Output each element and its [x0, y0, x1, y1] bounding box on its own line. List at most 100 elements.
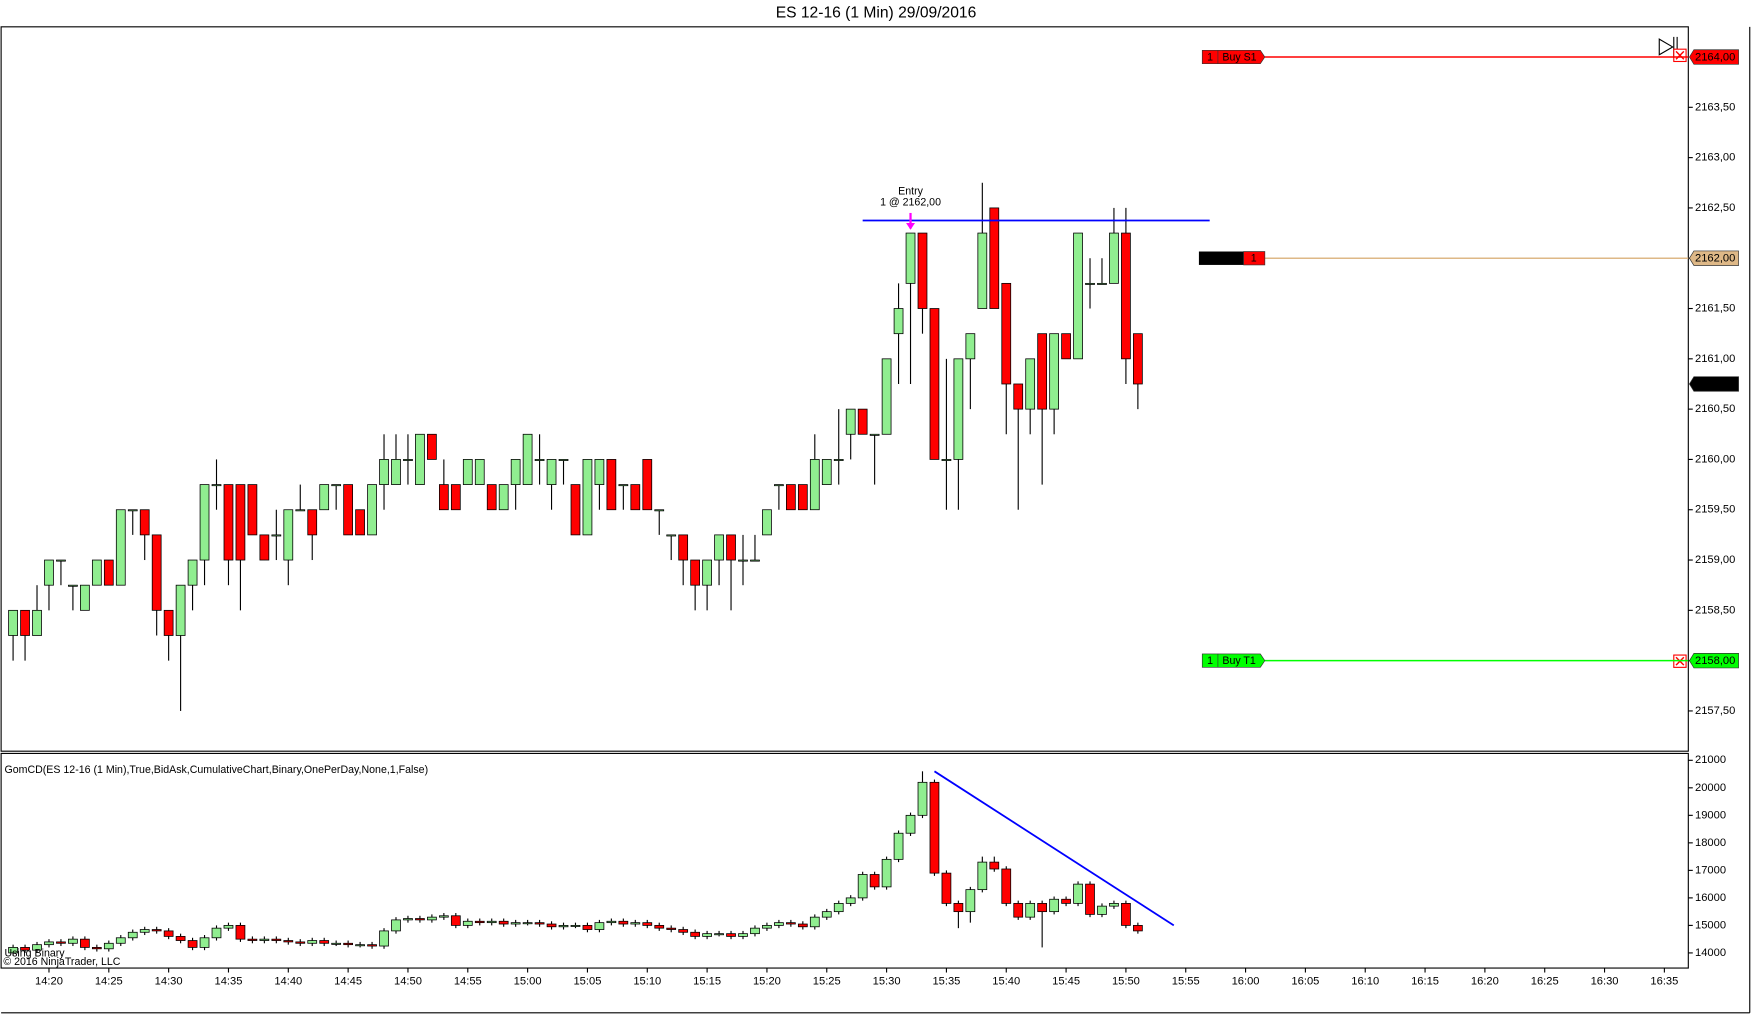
candle-body	[869, 433, 880, 436]
candle-body	[391, 459, 401, 485]
chart-title: ES 12-16 (1 Min) 29/09/2016	[776, 5, 977, 22]
price-tag-label: 2158,00	[1695, 655, 1735, 667]
candle-body	[1073, 883, 1083, 904]
x-tick-label: 16:00	[1232, 975, 1260, 987]
candle-body	[462, 459, 473, 485]
position-qty-box[interactable]	[1243, 251, 1266, 266]
candle-body	[869, 874, 880, 888]
y-tick-label: 14000	[1695, 947, 1726, 959]
candle-body	[929, 781, 940, 874]
candle-body	[750, 559, 760, 562]
candle-body	[355, 509, 365, 536]
candle-body	[654, 925, 665, 929]
candle-body	[606, 459, 617, 511]
x-tick-label: 15:05	[573, 975, 601, 987]
candle-body	[594, 459, 605, 485]
candle-body	[630, 922, 641, 925]
candle-body	[821, 911, 832, 918]
candle-body	[678, 929, 689, 933]
candle-body	[726, 933, 736, 937]
candle-body	[809, 916, 820, 928]
candle-body	[857, 874, 868, 899]
candle-body	[56, 941, 66, 944]
x-tick-label: 14:20	[35, 975, 63, 987]
price-tag-label: 2160,75	[1695, 378, 1735, 390]
candle-body	[606, 920, 617, 924]
candle-body	[1037, 902, 1048, 913]
candle-body	[367, 484, 377, 536]
candle-body	[343, 484, 353, 536]
y-tick-label: 2160,50	[1695, 403, 1735, 415]
candle-body	[474, 459, 485, 485]
candle-body	[845, 408, 856, 435]
candle-body	[331, 942, 342, 945]
candle-body	[702, 559, 712, 586]
y-tick-label: 17000	[1695, 864, 1726, 876]
candle-body	[199, 484, 210, 561]
x-tick-label: 14:50	[394, 975, 422, 987]
candle-body	[32, 944, 42, 951]
candle-body	[738, 933, 748, 937]
candle-body	[774, 484, 784, 487]
candle-body	[295, 509, 306, 512]
candle-body	[271, 534, 282, 537]
candle-body	[56, 559, 66, 562]
play-icon[interactable]	[1658, 38, 1674, 56]
order-qty: 1	[1207, 51, 1213, 63]
candle-body	[8, 609, 18, 636]
candle-body	[1049, 898, 1059, 913]
candle-body	[103, 942, 114, 950]
candle-body	[558, 459, 569, 461]
candle-body	[630, 484, 641, 511]
x-tick-label: 14:35	[215, 975, 243, 987]
y-tick-label: 16000	[1695, 892, 1726, 904]
candle-body	[379, 930, 389, 947]
candle-body	[486, 920, 497, 924]
candle-body	[666, 534, 677, 537]
candle-body	[486, 484, 497, 511]
y-tick-label: 21000	[1695, 754, 1726, 766]
x-tick-label: 14:45	[334, 975, 362, 987]
x-tick-label: 16:35	[1650, 975, 1678, 987]
candle-body	[941, 872, 952, 904]
candle-body	[20, 947, 30, 951]
y-tick-label: 2160,00	[1695, 453, 1735, 465]
x-tick-label: 15:45	[1052, 975, 1080, 987]
x-tick-label: 16:15	[1411, 975, 1439, 987]
candle-body	[1097, 282, 1107, 285]
candle-body	[283, 509, 294, 561]
candle-body	[211, 484, 222, 487]
candle-body	[594, 922, 605, 930]
candle-body	[786, 922, 796, 925]
x-tick-label: 15:15	[693, 975, 721, 987]
candle-body	[977, 861, 988, 891]
y-tick-label: 2157,50	[1695, 705, 1735, 717]
order-name: Buy T1	[1222, 655, 1256, 667]
candle-body	[235, 484, 246, 561]
close-icon	[1675, 50, 1685, 60]
candle-body	[642, 459, 653, 511]
x-tick-label: 16:05	[1291, 975, 1319, 987]
candle-body	[750, 927, 760, 935]
candle-body	[1013, 902, 1024, 918]
candle-body	[1109, 902, 1119, 907]
y-tick-label: 2161,00	[1695, 353, 1735, 365]
candle-body	[450, 484, 461, 511]
candle-body	[546, 459, 557, 485]
candle-body	[319, 940, 330, 944]
x-tick-label: 16:10	[1351, 975, 1379, 987]
candle-body	[498, 920, 509, 925]
candle-body	[68, 938, 78, 944]
candle-body	[307, 940, 318, 944]
candle-body	[427, 433, 437, 460]
candle-body	[474, 920, 485, 924]
x-tick-label: 16:20	[1471, 975, 1499, 987]
candle-body	[307, 509, 318, 536]
candle-body	[534, 459, 545, 461]
price-tag-label: 2162,00	[1695, 253, 1735, 265]
candle-body	[103, 559, 114, 586]
x-tick-label: 14:55	[454, 975, 482, 987]
candle-body	[941, 459, 952, 461]
candle-body	[91, 947, 102, 950]
